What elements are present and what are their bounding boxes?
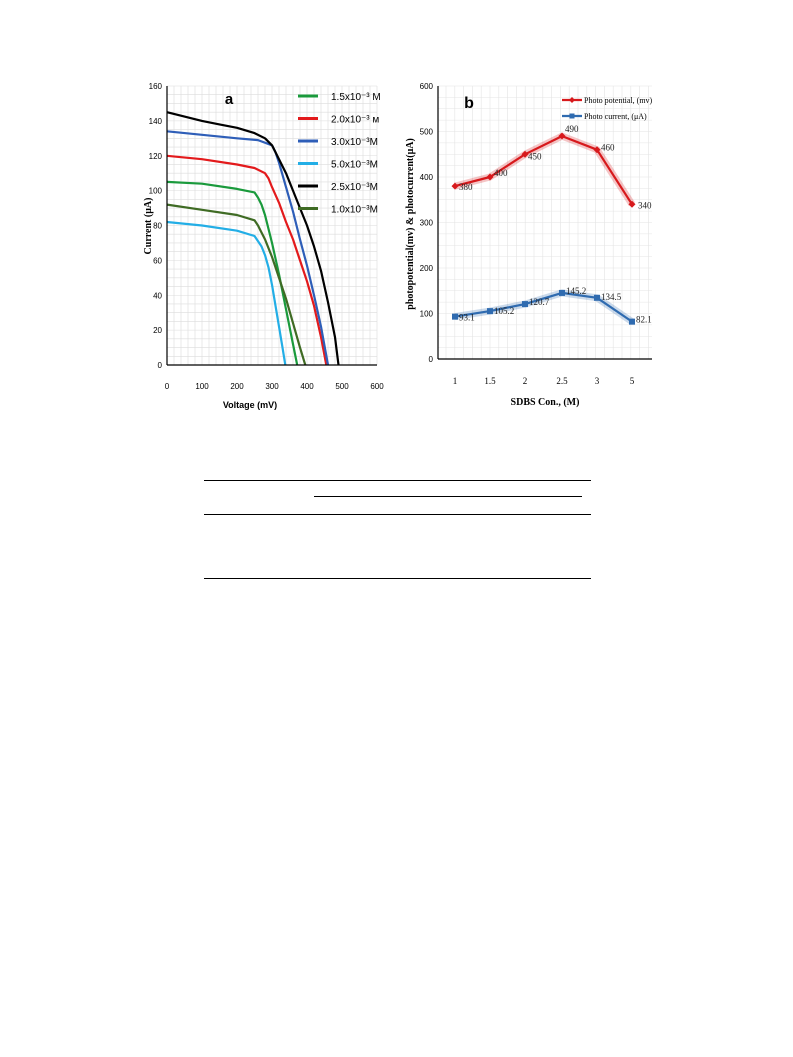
y-tick-label: 20 xyxy=(153,326,162,335)
legend-label-1: Photo potential, (mv) xyxy=(584,96,653,105)
x-tick-label: 2 xyxy=(523,376,528,386)
series-line-3 xyxy=(166,130,330,366)
table-top-rule xyxy=(204,480,591,481)
y-tick-label: 300 xyxy=(420,219,434,228)
data-label: 490 xyxy=(565,124,579,134)
series-line-photo-potential-mv xyxy=(454,135,633,205)
x-tick-label: 0 xyxy=(165,382,170,391)
data-point xyxy=(521,150,529,158)
legend-a: 1.5x10⁻³ M 2.0x10⁻³ м 3.0x10⁻³M 5.0x10⁻³M 2.… xyxy=(298,92,381,216)
series-line-6 xyxy=(166,203,307,366)
x-tick-labels-b: 1 1.5 2 2.5 3 5 xyxy=(453,376,635,386)
data-point xyxy=(452,313,458,320)
data-point xyxy=(629,318,635,325)
x-axis-label-b: SDBS Con., (M) xyxy=(511,397,580,408)
data-label: 93.1 xyxy=(459,313,475,323)
x-tick-label: 400 xyxy=(300,382,314,391)
y-tick-label: 500 xyxy=(420,128,434,137)
x-tick-label: 300 xyxy=(265,382,279,391)
x-tick-label: 500 xyxy=(335,382,349,391)
data-label: 120.7 xyxy=(529,297,550,307)
panel-label-a: a xyxy=(225,91,234,108)
series-line-5 xyxy=(166,111,340,366)
y-tick-label: 100 xyxy=(420,310,434,319)
legend-label-5: 2.5x10⁻³M xyxy=(331,182,378,193)
legend-label-2: 2.0x10⁻³ м xyxy=(331,115,379,126)
table-bottom-rule xyxy=(204,578,591,579)
data-point xyxy=(628,200,636,208)
panel-a: 0 20 40 60 80 100 120 140 160 0 100 200 300 400 500 60… xyxy=(143,82,384,410)
x-tick-label: 1 xyxy=(453,376,458,386)
panel-label-b: b xyxy=(464,95,474,112)
y-tick-label: 0 xyxy=(429,355,434,364)
data-point xyxy=(486,173,494,181)
y-tick-label: 80 xyxy=(153,222,162,231)
y-tick-label: 200 xyxy=(420,264,434,273)
x-tick-label: 600 xyxy=(370,382,384,391)
y-tick-label: 0 xyxy=(158,361,163,370)
data-point xyxy=(593,146,601,154)
table-header-rule xyxy=(314,496,582,497)
y-tick-label: 60 xyxy=(153,256,162,265)
x-tick-label: 5 xyxy=(630,376,635,386)
data-label: 105.2 xyxy=(494,306,514,316)
x-tick-label: 1.5 xyxy=(484,376,496,386)
data-point xyxy=(522,301,528,308)
x-tick-label: 2.5 xyxy=(556,376,568,386)
series-line-1 xyxy=(166,180,299,366)
y-axis-label-b: photopotential(mv) & photocurrent(μA) xyxy=(405,138,416,310)
data-label: 450 xyxy=(528,151,542,161)
legend-label-1: 1.5x10⁻³ M xyxy=(331,92,381,103)
data-label: 400 xyxy=(494,168,508,178)
data-labels-b: 380 400 450 490 460 340 93.1 105.2 120.7 145.2 134… xyxy=(459,124,652,325)
data-point xyxy=(451,182,459,190)
x-tick-labels-a: 0 100 200 300 400 500 600 xyxy=(165,382,384,391)
legend-b: Photo potential, (mv) Photo current, (μA) xyxy=(562,96,653,121)
series-lines-a xyxy=(166,111,340,366)
legend-label-3: 3.0x10⁻³M xyxy=(331,137,378,148)
series-line-photo-current-a xyxy=(454,291,633,323)
y-tick-label: 140 xyxy=(149,117,163,126)
x-tick-label: 100 xyxy=(195,382,209,391)
legend-label-2: Photo current, (μA) xyxy=(584,112,647,121)
table-mid-rule xyxy=(204,514,591,515)
y-tick-label: 160 xyxy=(149,82,163,91)
y-tick-label: 600 xyxy=(420,82,434,91)
y-tick-label: 400 xyxy=(420,173,434,182)
legend-label-4: 5.0x10⁻³M xyxy=(331,160,378,171)
legend-marker-1 xyxy=(569,97,575,103)
data-point xyxy=(559,289,565,296)
series-line-2 xyxy=(166,154,328,366)
data-point xyxy=(487,308,493,315)
series-line-4 xyxy=(166,220,287,366)
series-lines-b xyxy=(451,132,636,325)
legend-label-6: 1.0x10⁻³M xyxy=(331,205,378,216)
data-label: 82.1 xyxy=(636,315,652,325)
y-tick-labels-a: 0 20 40 60 80 100 120 140 160 xyxy=(149,82,163,370)
x-tick-label: 200 xyxy=(230,382,244,391)
data-label: 460 xyxy=(601,143,615,153)
data-point xyxy=(594,294,600,301)
y-axis-label-a: Current (μA) xyxy=(143,198,154,255)
x-axis-label-a: Voltage (mV) xyxy=(223,400,277,410)
data-label: 340 xyxy=(638,200,652,210)
data-label: 134.5 xyxy=(601,292,622,302)
y-tick-label: 40 xyxy=(153,291,162,300)
data-label: 380 xyxy=(459,182,473,192)
y-tick-labels-b: 0 100 200 300 400 500 600 xyxy=(420,82,434,364)
x-tick-label: 3 xyxy=(595,376,600,386)
legend-marker-2 xyxy=(569,113,575,119)
panel-b: 38040045049046034093.1105.2120.7145.2134… xyxy=(405,82,653,408)
y-tick-label: 100 xyxy=(149,187,163,196)
data-label: 145.2 xyxy=(566,286,586,296)
y-tick-label: 120 xyxy=(149,152,163,161)
data-point xyxy=(558,132,566,140)
